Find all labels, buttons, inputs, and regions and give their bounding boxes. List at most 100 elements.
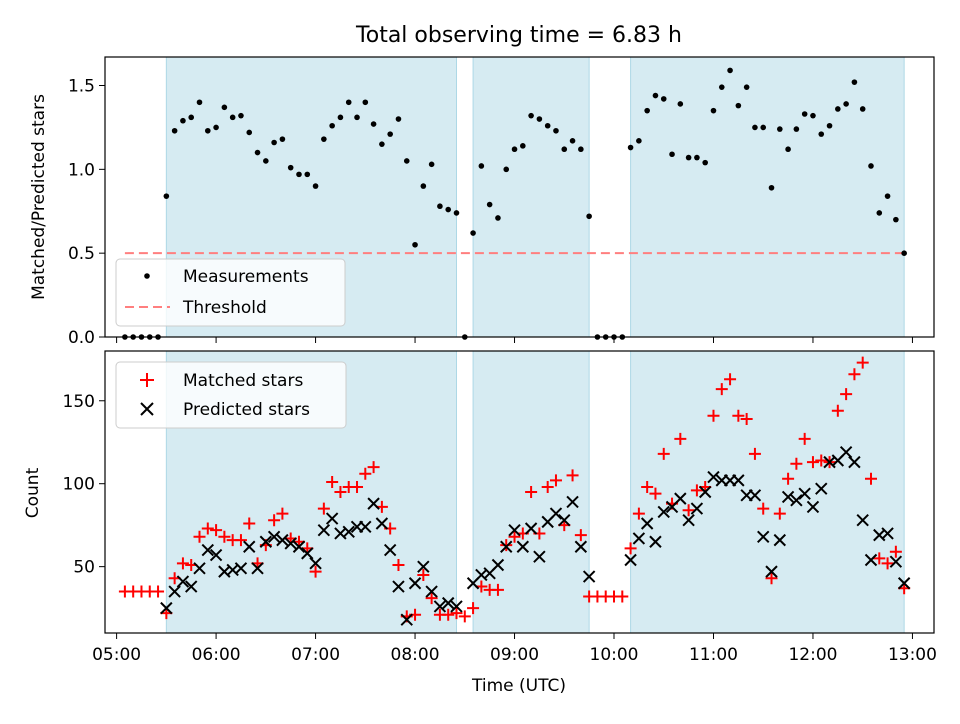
matched-star-point xyxy=(815,454,828,467)
measurement-point xyxy=(478,163,485,169)
measurement-point xyxy=(520,143,526,149)
measurement-point xyxy=(387,131,393,137)
measurements-series xyxy=(122,67,907,340)
matched-star-point xyxy=(193,530,206,543)
predicted-star-point xyxy=(301,547,314,560)
predicted-star-point xyxy=(201,543,215,557)
matched-star-point xyxy=(525,486,538,498)
measurement-point xyxy=(561,146,568,153)
predicted-star-point xyxy=(359,520,372,534)
measurement-point xyxy=(868,163,874,169)
measurement-point xyxy=(395,116,402,122)
measurement-point xyxy=(511,146,518,153)
matched-star-point xyxy=(657,447,670,460)
predicted-star-point xyxy=(533,550,546,563)
matched-star-point xyxy=(724,373,737,386)
matched-star-point xyxy=(574,529,587,542)
predicted-star-point xyxy=(897,577,911,590)
matched-star-point xyxy=(508,530,521,543)
figure-title: Total observing time = 6.83 h xyxy=(355,23,682,48)
predicted-star-point xyxy=(450,600,463,613)
top-y-tick-label: 1.5 xyxy=(68,77,95,97)
top-y-tick-label: 0.0 xyxy=(68,328,95,348)
measurement-point xyxy=(801,111,808,117)
bottom-x-tick-label: 09:00 xyxy=(490,645,539,665)
predicted-star-point xyxy=(259,535,273,548)
measurement-point xyxy=(677,101,684,107)
predicted-star-point xyxy=(856,513,869,527)
legend-matched-label: Matched stars xyxy=(183,371,303,391)
predicted-star-point xyxy=(408,577,422,590)
predicted-star-point xyxy=(400,613,413,626)
predicted-star-point xyxy=(193,562,206,575)
measurement-point xyxy=(876,210,883,216)
matched-star-point xyxy=(359,467,372,480)
legend-predicted-label: Predicted stars xyxy=(183,400,310,420)
predicted-star-point xyxy=(491,558,505,572)
bottom-y-tick-label: 50 xyxy=(73,558,95,578)
predicted-star-point xyxy=(276,533,289,547)
measurement-point xyxy=(586,213,592,220)
matched-star-point xyxy=(748,447,761,460)
matched-star-point xyxy=(782,472,795,485)
matched-star-point xyxy=(757,502,770,515)
matched-star-point xyxy=(831,404,844,417)
measurement-point xyxy=(180,117,186,124)
bottom-x-tick-label: 11:00 xyxy=(689,645,738,665)
matched-star-point xyxy=(624,542,637,555)
top-x-ticks xyxy=(116,337,913,343)
shaded-interval xyxy=(630,56,905,338)
bottom-x-tick-label: 05:00 xyxy=(92,645,141,665)
top-y-tick-label: 1.0 xyxy=(68,160,95,180)
predicted-star-point xyxy=(425,585,438,598)
matched-star-point xyxy=(873,552,886,565)
matched-star-point xyxy=(765,572,778,585)
measurement-point xyxy=(379,141,385,147)
measurement-point xyxy=(354,114,360,121)
measurement-point xyxy=(296,171,302,178)
measurement-point xyxy=(287,164,294,171)
top-axes-frame xyxy=(104,56,935,338)
predicted-star-point xyxy=(417,560,430,573)
predicted-star-point xyxy=(649,535,662,548)
measurement-point xyxy=(835,106,841,112)
bottom-y-ticks: 50 100 150 xyxy=(63,392,105,578)
matched-star-point xyxy=(176,557,189,570)
measurement-point xyxy=(777,126,783,132)
matched-star-point xyxy=(458,610,471,623)
measurement-point xyxy=(486,201,493,208)
measurement-point xyxy=(843,101,849,107)
measurement-point xyxy=(685,154,692,161)
matched-star-point xyxy=(566,469,579,482)
predicted-star-point xyxy=(549,507,563,520)
matched-star-point xyxy=(392,558,405,571)
legend-matched-marker xyxy=(140,373,154,387)
matched-star-point xyxy=(500,539,513,552)
predicted-star-point xyxy=(317,523,331,537)
matched-star-point xyxy=(152,585,165,598)
predicted-star-point xyxy=(367,497,380,510)
measurement-point xyxy=(312,183,319,189)
matched-star-point xyxy=(334,486,347,498)
legend-threshold-label: Threshold xyxy=(182,298,267,318)
matched-star-point xyxy=(309,565,322,578)
matched-star-point xyxy=(740,413,753,426)
measurement-point xyxy=(246,129,253,136)
matched-star-point xyxy=(210,524,223,537)
measurement-point xyxy=(304,171,311,178)
predicted-star-point xyxy=(889,555,903,568)
matched-star-point xyxy=(848,368,861,381)
bottom-y-axis-label: Count xyxy=(23,467,43,518)
measurement-point xyxy=(470,230,476,236)
predicted-star-point xyxy=(433,600,447,613)
bottom-legend-box xyxy=(115,361,347,429)
top-y-axis-label: Matched/Predicted stars xyxy=(29,94,49,300)
bottom-x-tick-label: 12:00 xyxy=(788,645,837,665)
measurement-point xyxy=(627,144,634,151)
measurement-point xyxy=(793,126,800,132)
bottom-x-tick-label: 10:00 xyxy=(590,645,639,665)
matched-star-point xyxy=(317,502,330,515)
predicted-star-point xyxy=(674,492,687,505)
measurement-point xyxy=(196,99,203,106)
measurement-point xyxy=(851,79,858,85)
